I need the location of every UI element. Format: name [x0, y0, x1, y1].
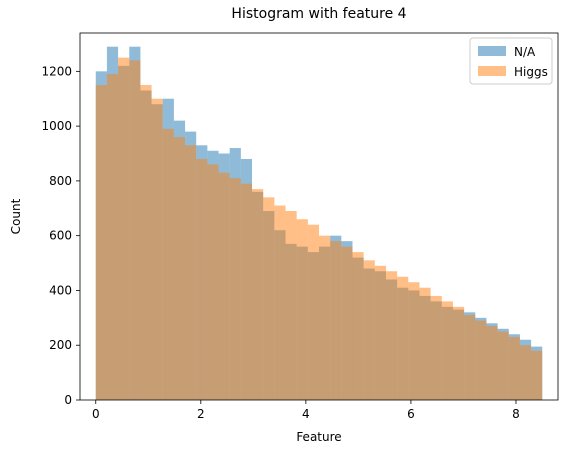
series-1: [95, 57, 543, 400]
histogram-bar: [441, 301, 453, 400]
histogram-bar: [106, 74, 119, 400]
y-tick-label: 400: [49, 283, 72, 297]
histogram-bar: [531, 350, 543, 400]
histogram-bar: [475, 320, 487, 400]
x-axis-ticks: 0 2 4 6 8: [92, 400, 520, 421]
histogram-bar: [508, 337, 520, 400]
legend-label: N/A: [514, 45, 536, 59]
histogram-bar: [129, 60, 141, 400]
histogram-bar: [95, 85, 107, 400]
histogram-bar: [341, 246, 353, 400]
histogram-bar: [285, 211, 297, 400]
chart-title: Histogram with feature 4: [231, 6, 406, 22]
y-axis-ticks: 0 200 400 600 800 1000 1200: [41, 64, 80, 407]
histogram-bar: [274, 205, 286, 400]
x-tick-label: 0: [92, 407, 100, 421]
histogram-bar: [151, 98, 163, 400]
y-tick-label: 800: [49, 174, 72, 188]
y-axis-label: Count: [9, 198, 23, 234]
plot-frame: [79, 32, 559, 401]
histogram-bar: [430, 295, 442, 400]
histogram-bar: [519, 345, 532, 400]
histogram-bar: [207, 164, 219, 400]
histogram-bar: [240, 183, 253, 400]
histogram-bar: [497, 331, 509, 400]
x-tick-label: 2: [197, 407, 205, 421]
histogram-bar: [397, 276, 409, 400]
histogram-bar: [296, 219, 308, 400]
x-tick-label: 4: [302, 407, 310, 421]
histogram-bar: [452, 306, 465, 400]
y-tick-label: 0: [64, 393, 72, 407]
histogram-bar: [486, 326, 498, 400]
histogram-bar: [218, 172, 230, 400]
legend: N/A Higgs: [469, 37, 553, 85]
histogram-bar: [229, 178, 241, 400]
x-tick-label: 6: [407, 407, 415, 421]
x-tick-label: 8: [512, 407, 520, 421]
histogram-bar: [196, 158, 208, 400]
y-tick-label: 1200: [41, 64, 72, 78]
histogram-bar: [162, 128, 174, 400]
histogram-bar: [363, 260, 375, 400]
legend-swatch: [478, 46, 506, 56]
histogram-bar: [330, 241, 342, 400]
histogram-bar: [185, 145, 197, 400]
y-tick-label: 600: [49, 229, 72, 243]
histogram-bar: [263, 197, 275, 400]
histogram-bar: [408, 282, 420, 400]
y-tick-label: 200: [49, 338, 72, 352]
histogram-bar: [252, 189, 264, 400]
histogram-bar: [352, 252, 364, 400]
legend-label: Higgs: [514, 65, 548, 79]
histogram-bar: [464, 315, 476, 400]
histogram-bar: [140, 85, 152, 400]
histogram-bar: [419, 287, 431, 400]
histogram-bar: [173, 137, 186, 400]
x-axis-label: Feature: [296, 430, 341, 444]
histogram-bar: [374, 265, 386, 400]
histogram-bar: [307, 224, 319, 400]
bars-layer: [95, 46, 543, 401]
histogram-bar: [385, 271, 398, 400]
legend-swatch: [478, 66, 506, 76]
histogram-bar: [319, 235, 331, 400]
histogram-bar: [118, 57, 130, 400]
y-tick-label: 1000: [41, 119, 72, 133]
